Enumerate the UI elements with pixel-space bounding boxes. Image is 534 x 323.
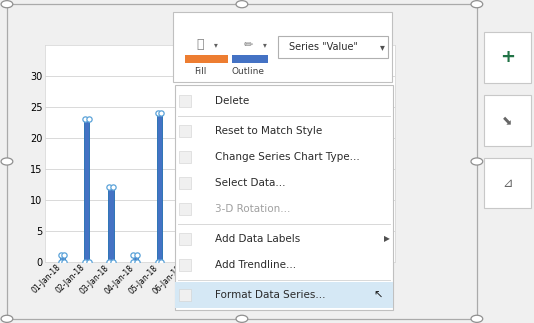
Text: Reset to Match Style: Reset to Match Style (215, 126, 322, 136)
Text: ▾: ▾ (263, 40, 267, 49)
Text: +: + (500, 48, 515, 67)
Text: ▾: ▾ (380, 42, 384, 52)
Text: ▶: ▶ (383, 234, 389, 244)
Bar (132, 255, 138, 262)
Text: Add Data Labels: Add Data Labels (215, 234, 300, 244)
Bar (327, 243, 332, 262)
Bar (108, 187, 114, 262)
Text: ⛽: ⛽ (197, 38, 204, 51)
Text: Outline: Outline (232, 68, 264, 77)
Text: Series "Value": Series "Value" (289, 42, 358, 52)
Text: Format Data Series...: Format Data Series... (215, 290, 325, 300)
Text: Change Series Chart Type...: Change Series Chart Type... (215, 152, 359, 162)
Text: Delete: Delete (215, 96, 249, 106)
Text: 3-D Rotation...: 3-D Rotation... (215, 204, 290, 214)
Text: ✏: ✏ (244, 40, 253, 50)
Text: ↖: ↖ (373, 291, 383, 301)
Bar (84, 120, 89, 262)
Bar (351, 187, 357, 262)
Bar (157, 113, 162, 262)
Text: ▾: ▾ (214, 40, 218, 49)
Text: Fill: Fill (194, 68, 206, 77)
Text: Select Data...: Select Data... (215, 178, 285, 188)
Title: Value: Value (198, 24, 243, 42)
Text: ⬊: ⬊ (502, 114, 513, 127)
Text: ⊿: ⊿ (502, 177, 513, 190)
Bar (60, 255, 65, 262)
Text: Add Trendline...: Add Trendline... (215, 260, 296, 270)
Bar (375, 212, 381, 262)
